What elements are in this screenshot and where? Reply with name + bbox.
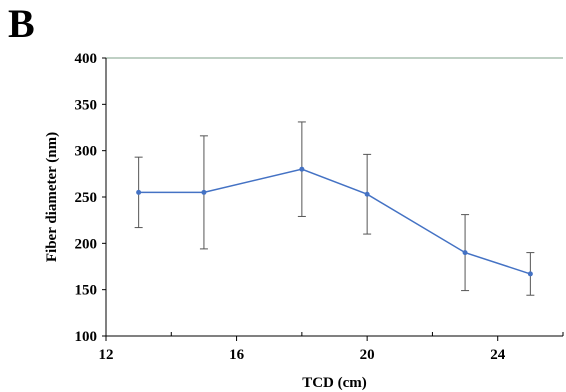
y-tick-label: 350 <box>75 97 98 113</box>
series-group <box>136 166 533 277</box>
series-line <box>138 168 531 275</box>
x-tick-label: 24 <box>490 347 506 363</box>
chart-axes: 100 150 200 250 300 350 400 12 16 20 24 <box>75 51 564 363</box>
y-tick-label: 200 <box>75 236 98 252</box>
y-tick-label: 300 <box>75 144 98 160</box>
error-bars <box>134 121 535 296</box>
x-tick-label: 20 <box>360 347 375 363</box>
data-point <box>364 191 370 197</box>
x-axis-title: TCD (cm) <box>302 375 367 391</box>
y-tick-label: 150 <box>75 283 98 299</box>
y-tick-label: 250 <box>75 190 98 206</box>
x-tick-label: 16 <box>229 347 245 363</box>
data-point <box>527 271 533 277</box>
data-point <box>299 166 305 172</box>
data-point <box>201 189 207 195</box>
x-tick-label: 12 <box>99 347 114 363</box>
y-axis-title: Fiber diameter (nm) <box>44 132 60 262</box>
data-point <box>136 189 142 195</box>
data-point <box>462 250 468 256</box>
y-tick-label: 400 <box>75 51 98 67</box>
panel-label: B <box>8 1 35 46</box>
y-tick-label: 100 <box>75 329 98 345</box>
